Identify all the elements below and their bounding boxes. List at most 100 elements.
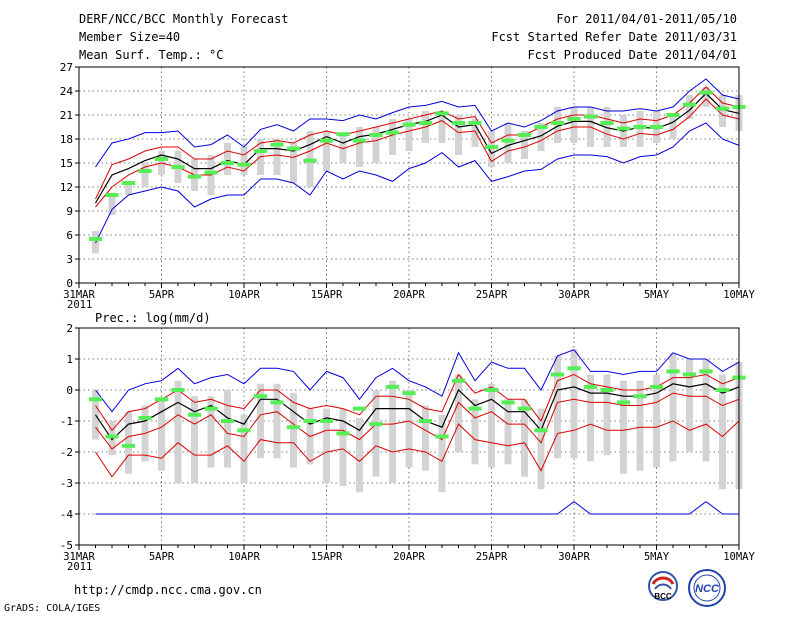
spread-band-bar bbox=[603, 107, 611, 147]
median-marker bbox=[567, 366, 581, 371]
spread-band-bar bbox=[455, 115, 462, 155]
spread-band-bar bbox=[405, 119, 413, 151]
spread-band-bar bbox=[422, 405, 429, 471]
median-marker bbox=[154, 397, 169, 402]
spread-band-bar bbox=[455, 374, 462, 452]
spread-band-bar bbox=[389, 380, 396, 483]
spread-band-bar bbox=[125, 411, 132, 474]
spread-band-bar bbox=[240, 147, 248, 175]
member-size-label: Member Size=40 bbox=[79, 30, 181, 44]
spread-band-bar bbox=[207, 396, 215, 468]
median-marker bbox=[286, 146, 301, 151]
median-marker bbox=[138, 169, 152, 173]
median-marker bbox=[171, 388, 185, 392]
spread-band-bar bbox=[521, 131, 528, 159]
median-marker bbox=[319, 419, 334, 423]
spread-band-bar bbox=[570, 107, 578, 143]
spread-band-bar bbox=[636, 380, 644, 471]
median-marker bbox=[501, 400, 515, 405]
spread-band-bar bbox=[174, 380, 182, 483]
spread-band-bar bbox=[323, 408, 330, 483]
median-marker bbox=[187, 412, 202, 417]
spread-band-bar bbox=[719, 95, 726, 127]
median-marker bbox=[649, 384, 664, 389]
y-tick-label: 27 bbox=[60, 61, 73, 74]
x-tick-label: 30APR bbox=[558, 289, 590, 301]
spread-band-bar bbox=[273, 139, 281, 175]
median-marker bbox=[385, 130, 400, 135]
y-tick-label: 6 bbox=[66, 229, 73, 242]
spread-band-bar bbox=[669, 352, 677, 462]
median-marker bbox=[633, 394, 647, 399]
spread-band-bar bbox=[389, 119, 396, 155]
bcc-logo-text: BCC bbox=[654, 592, 672, 601]
series-line-mean bbox=[94, 92, 740, 204]
x-tick-label: 10APR bbox=[228, 289, 260, 301]
series-line-min bbox=[95, 500, 739, 515]
x-tick-label: 15APR bbox=[311, 551, 343, 563]
spread-band-bar bbox=[240, 414, 248, 483]
spread-band-bar bbox=[702, 87, 710, 107]
x-tick-label: 5MAY bbox=[644, 289, 670, 301]
spread-band-bar bbox=[372, 390, 380, 477]
spread-band-bar bbox=[504, 399, 512, 465]
y-tick-label: -5 bbox=[60, 539, 73, 552]
median-marker bbox=[715, 106, 730, 111]
x-tick-label: 10APR bbox=[228, 551, 260, 563]
series-line-min bbox=[95, 122, 740, 244]
median-marker bbox=[468, 121, 482, 125]
median-marker bbox=[220, 419, 235, 423]
y-tick-label: 12 bbox=[60, 181, 73, 194]
median-marker bbox=[451, 378, 466, 383]
spread-band-bar bbox=[224, 143, 231, 175]
series-line-lower2 bbox=[95, 420, 740, 478]
series-line-upper bbox=[95, 373, 740, 432]
median-marker bbox=[600, 121, 614, 125]
median-marker bbox=[517, 133, 532, 137]
median-marker bbox=[418, 419, 433, 423]
x-tick-label: 31MAR bbox=[63, 289, 95, 301]
median-marker bbox=[633, 125, 647, 129]
median-marker bbox=[402, 122, 416, 127]
spread-band-bar bbox=[108, 192, 116, 215]
spread-band-bar bbox=[537, 408, 545, 490]
median-marker bbox=[550, 121, 565, 125]
series-line-max bbox=[95, 78, 740, 168]
median-marker bbox=[616, 126, 631, 131]
median-marker bbox=[352, 406, 367, 411]
y-tick-label: 0 bbox=[66, 277, 73, 290]
spread-band-bar bbox=[191, 396, 198, 483]
median-marker bbox=[534, 125, 548, 129]
forecast-period-label: For 2011/04/01-2011/05/10 bbox=[556, 12, 737, 26]
y-tick-label: 3 bbox=[66, 253, 73, 266]
median-marker bbox=[616, 400, 631, 405]
median-marker bbox=[451, 121, 466, 125]
spread-band-bar bbox=[488, 383, 495, 468]
grads-credit: GrADS: COLA/IGES bbox=[4, 603, 101, 614]
median-marker bbox=[583, 114, 598, 119]
spread-band-bar bbox=[471, 119, 479, 147]
median-marker bbox=[418, 121, 433, 125]
y-tick-label: 9 bbox=[66, 205, 73, 218]
median-marker bbox=[534, 428, 548, 433]
series-line-mean bbox=[95, 383, 740, 441]
source-url[interactable]: http://cmdp.ncc.cma.gov.cn bbox=[74, 583, 262, 597]
variable-label: Mean Surf. Temp.: °C bbox=[79, 48, 224, 62]
x-tick-label: 10MAY bbox=[723, 551, 755, 563]
median-marker bbox=[253, 394, 268, 399]
median-marker bbox=[237, 162, 251, 167]
forecast-started-label: Fcst Started Refer Date 2011/03/31 bbox=[491, 30, 737, 44]
spread-band-bar bbox=[356, 127, 363, 167]
spread-band-bar bbox=[125, 183, 132, 195]
median-marker bbox=[699, 90, 713, 95]
spread-band-bar bbox=[702, 359, 710, 462]
x-tick-label: 31MAR bbox=[63, 551, 95, 563]
median-marker bbox=[517, 406, 532, 411]
bcc-logo: BCC bbox=[648, 571, 678, 601]
y-tick-label: -3 bbox=[60, 477, 73, 490]
median-marker bbox=[336, 132, 350, 137]
median-marker bbox=[484, 388, 499, 392]
median-marker bbox=[88, 397, 103, 402]
